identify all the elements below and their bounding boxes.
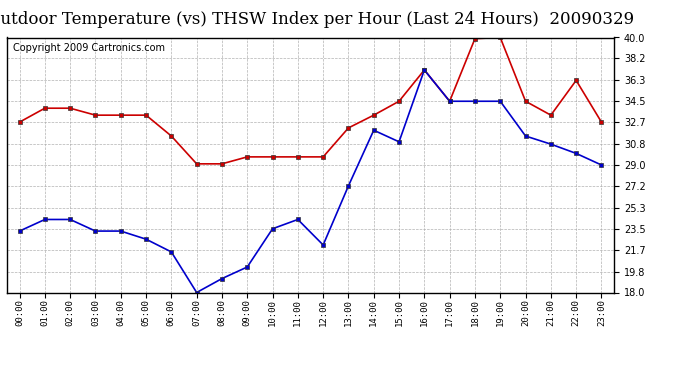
Text: Copyright 2009 Cartronics.com: Copyright 2009 Cartronics.com <box>13 43 165 52</box>
Text: Outdoor Temperature (vs) THSW Index per Hour (Last 24 Hours)  20090329: Outdoor Temperature (vs) THSW Index per … <box>0 11 634 28</box>
